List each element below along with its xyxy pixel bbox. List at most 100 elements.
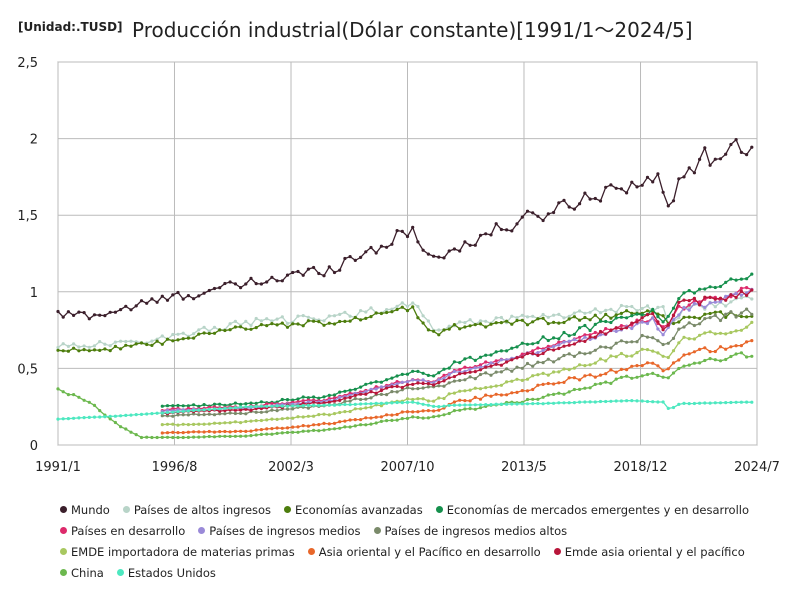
data-point [724,280,728,284]
data-point [77,310,81,314]
data-point [239,286,243,290]
data-point [531,320,535,324]
data-point [536,373,540,377]
data-point [181,297,185,301]
data-point [416,369,420,373]
data-point [192,332,196,336]
data-point [369,315,373,319]
data-point [244,405,248,409]
data-point [322,421,326,425]
data-point [708,163,712,167]
data-point [458,389,462,393]
data-point [233,325,237,329]
data-point [244,402,248,406]
data-point [390,401,394,405]
data-point [562,330,566,335]
data-point [426,382,430,386]
data-point [598,319,603,323]
data-point [593,307,597,311]
data-point [285,430,290,435]
data-point [145,301,149,305]
data-point [630,180,634,184]
data-point [343,389,347,393]
data-point [630,364,634,368]
data-point [186,423,190,427]
data-point [473,366,477,370]
data-point [275,323,279,327]
data-point [552,382,556,386]
data-point [129,308,133,312]
data-point [72,342,76,346]
y-tick-label: 1,5 [17,209,38,224]
data-point [609,320,613,325]
legend-item: Asia oriental y el Pacífico en desarroll… [307,545,541,559]
data-point [739,289,744,293]
data-point [359,385,363,389]
data-point [207,329,211,333]
legend-item: Emde asia oriental y el pacífico [553,545,745,559]
data-point [588,328,592,333]
data-point [437,380,441,385]
data-point [541,402,545,406]
data-point [525,397,530,402]
data-point [369,245,373,250]
data-point [468,324,472,328]
data-point [426,385,430,389]
data-point [729,345,733,349]
data-point [692,291,697,295]
data-point [92,403,97,407]
data-point [400,372,404,376]
data-point [207,407,211,411]
data-point [484,360,488,364]
data-point [385,378,389,382]
data-point [223,421,227,425]
data-point [223,412,227,416]
data-point [181,431,185,435]
data-point [515,345,519,349]
data-point [364,250,368,254]
data-point [698,157,702,161]
data-point [671,336,676,340]
data-point [353,393,357,397]
data-point [385,419,389,423]
data-point [239,429,243,433]
data-point [578,318,582,322]
data-point [249,327,253,331]
data-point [442,404,446,408]
data-point [176,403,180,408]
data-point [651,312,655,316]
data-point [661,190,665,194]
data-point [494,350,498,354]
data-point [739,286,744,290]
data-point [687,337,691,341]
data-point [651,349,655,353]
legend-item: Países en desarrollo [60,524,185,538]
data-point [687,303,691,307]
data-point [233,408,237,412]
data-point [405,400,410,404]
data-point [583,311,587,315]
data-point [645,348,650,352]
data-point [499,363,503,367]
data-point [682,306,686,310]
data-point [186,409,190,413]
data-point [312,319,316,323]
data-point [458,398,462,402]
data-point [228,322,232,326]
data-point [484,325,488,329]
data-point [489,361,493,365]
data-point [280,321,284,325]
data-point [343,319,347,323]
data-point [619,351,624,356]
data-point [745,315,749,319]
data-point [452,379,456,383]
data-point [66,349,70,353]
data-point [598,329,603,334]
data-point [750,312,754,316]
data-point [713,297,717,301]
data-point [421,248,425,252]
data-point [306,396,310,400]
data-point [703,312,707,316]
data-point [405,380,410,384]
data-point [682,291,686,295]
